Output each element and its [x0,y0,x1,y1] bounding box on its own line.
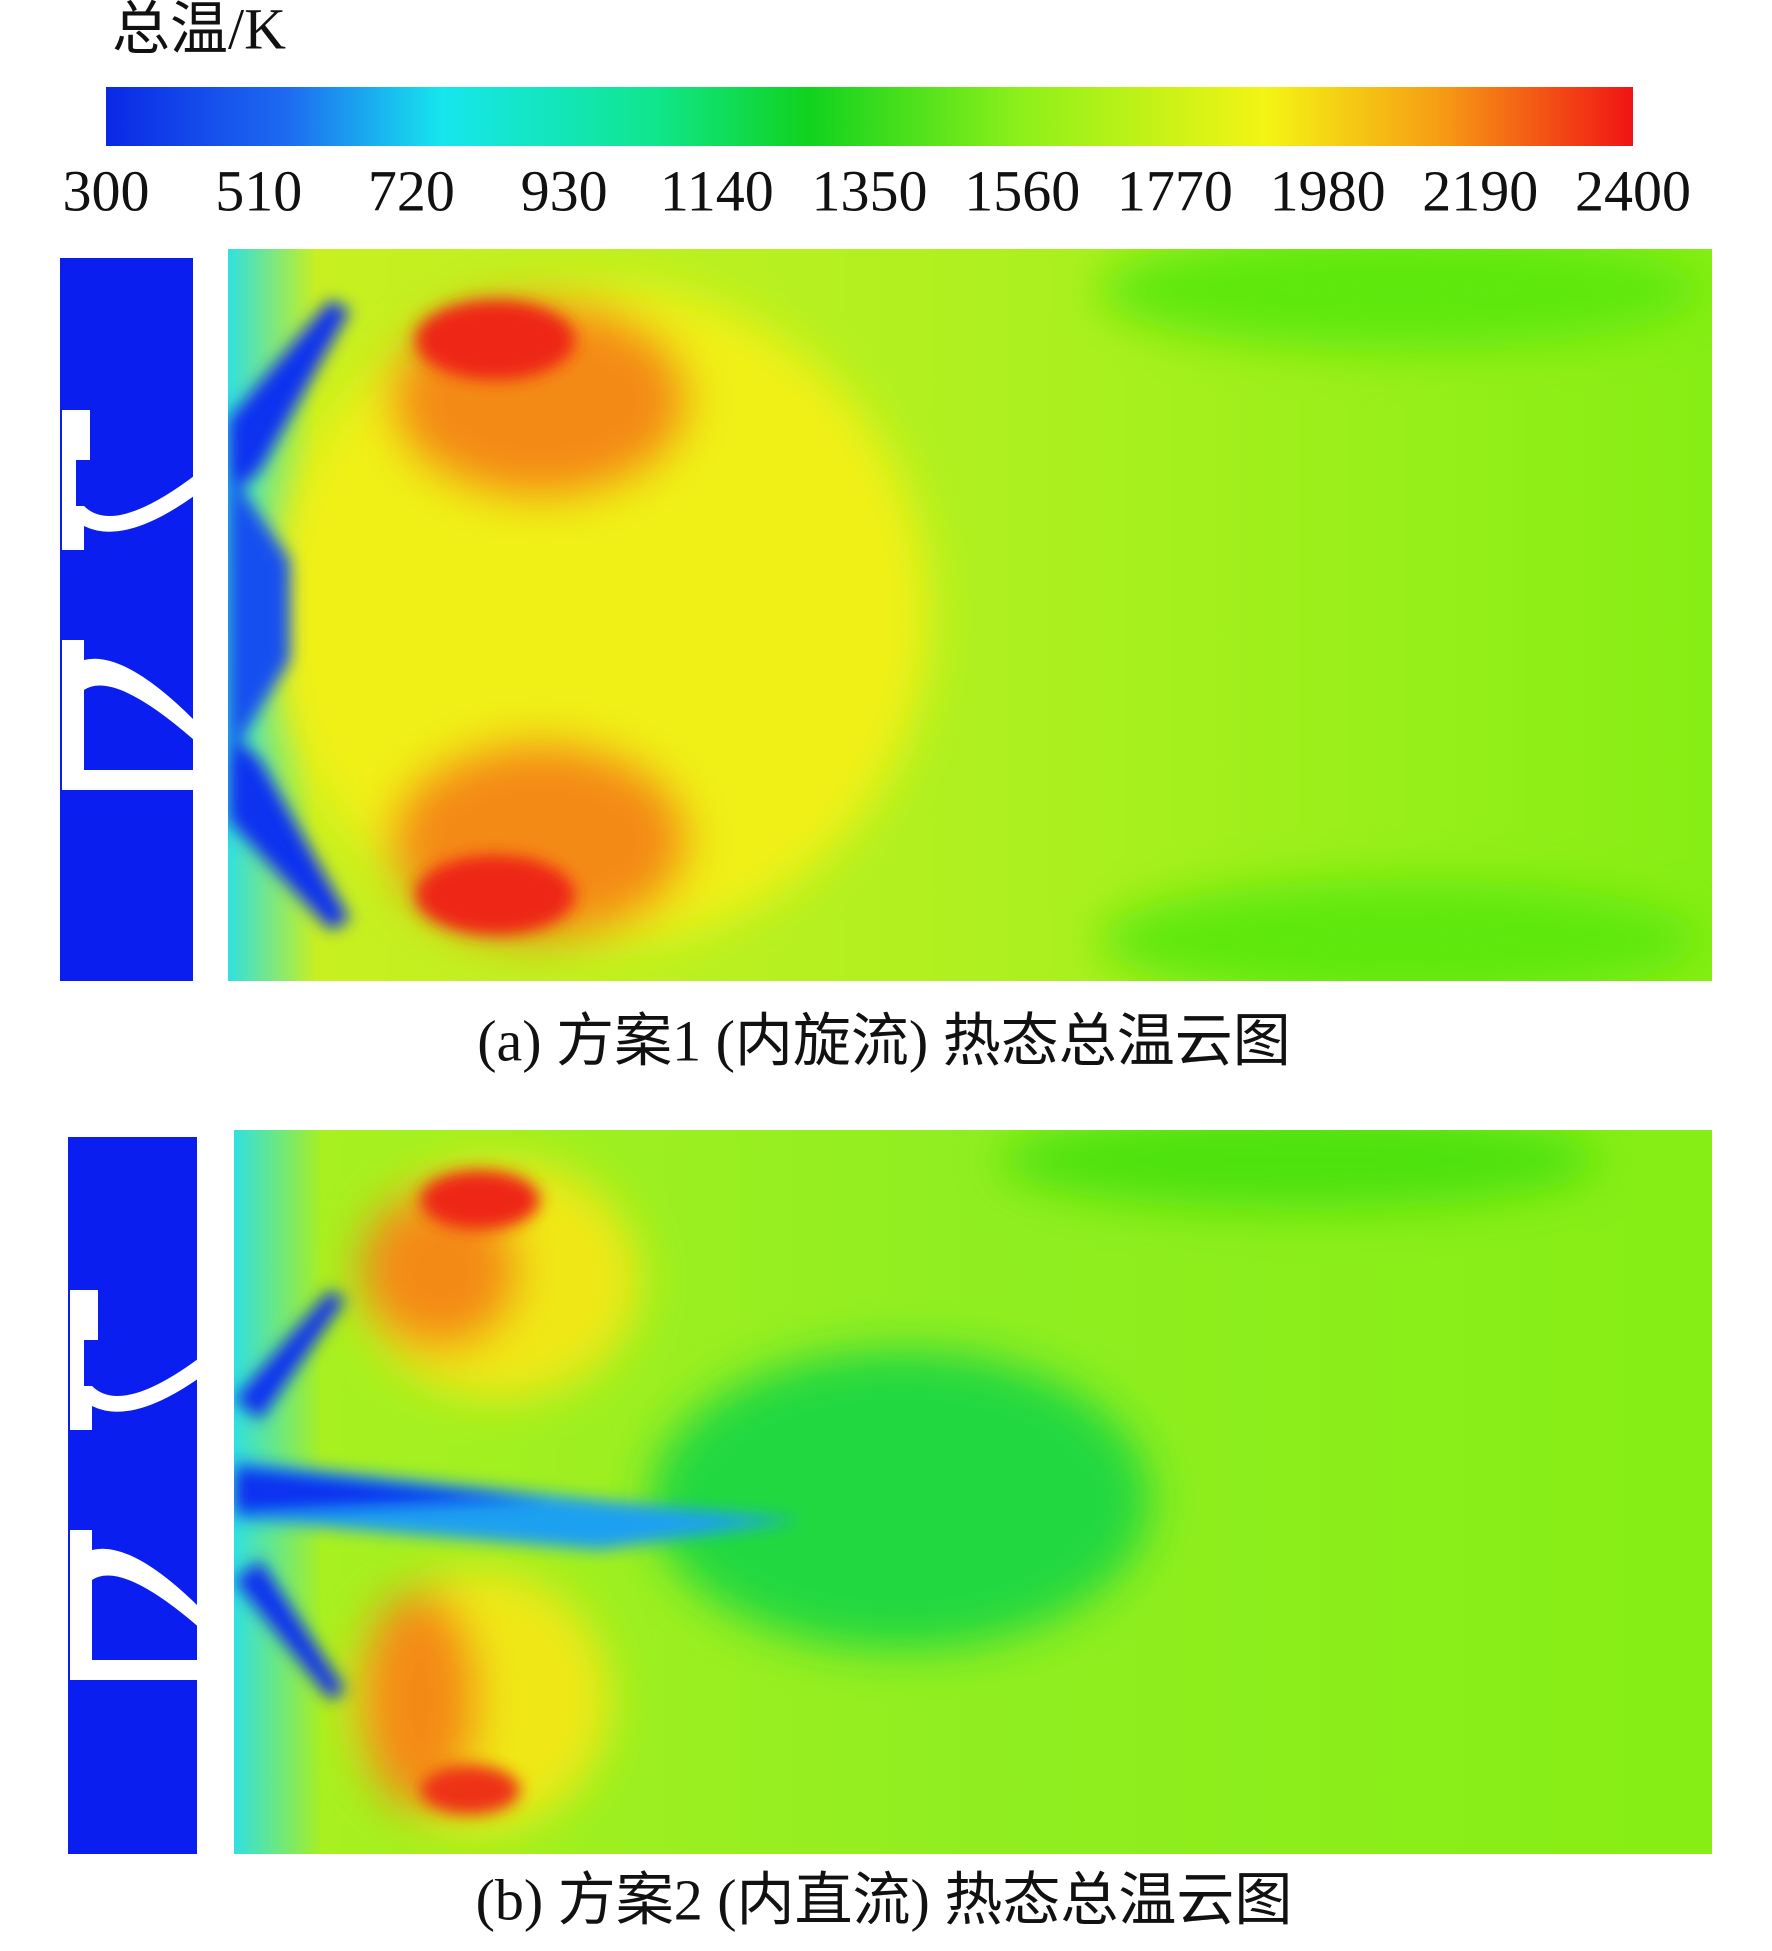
tick-label: 720 [368,158,455,223]
tick-label: 1350 [812,158,928,223]
tick-label: 930 [521,158,608,223]
caption: (b) 方案2 (内直流) 热态总温云图 [476,1867,1293,1932]
colorbar [106,87,1633,146]
tick-label: 300 [63,158,150,223]
tick-label: 1140 [660,158,774,223]
colorbar-title: 总温/K [112,0,286,61]
tick-label: 1560 [964,158,1080,223]
tick-label: 2190 [1422,158,1538,223]
tick-label: 510 [215,158,302,223]
caption: (a) 方案1 (内旋流) 热态总温云图 [477,1008,1291,1073]
tick-label: 1980 [1270,158,1386,223]
contour-field-b [68,1130,1712,1854]
contour-field-a [60,249,1712,981]
tick-label: 2400 [1575,158,1691,223]
colorbar-ticks: 300 510 720 930 1140 1350 1560 1770 1980 2190 2400 [63,158,1692,223]
tick-label: 1770 [1117,158,1233,223]
